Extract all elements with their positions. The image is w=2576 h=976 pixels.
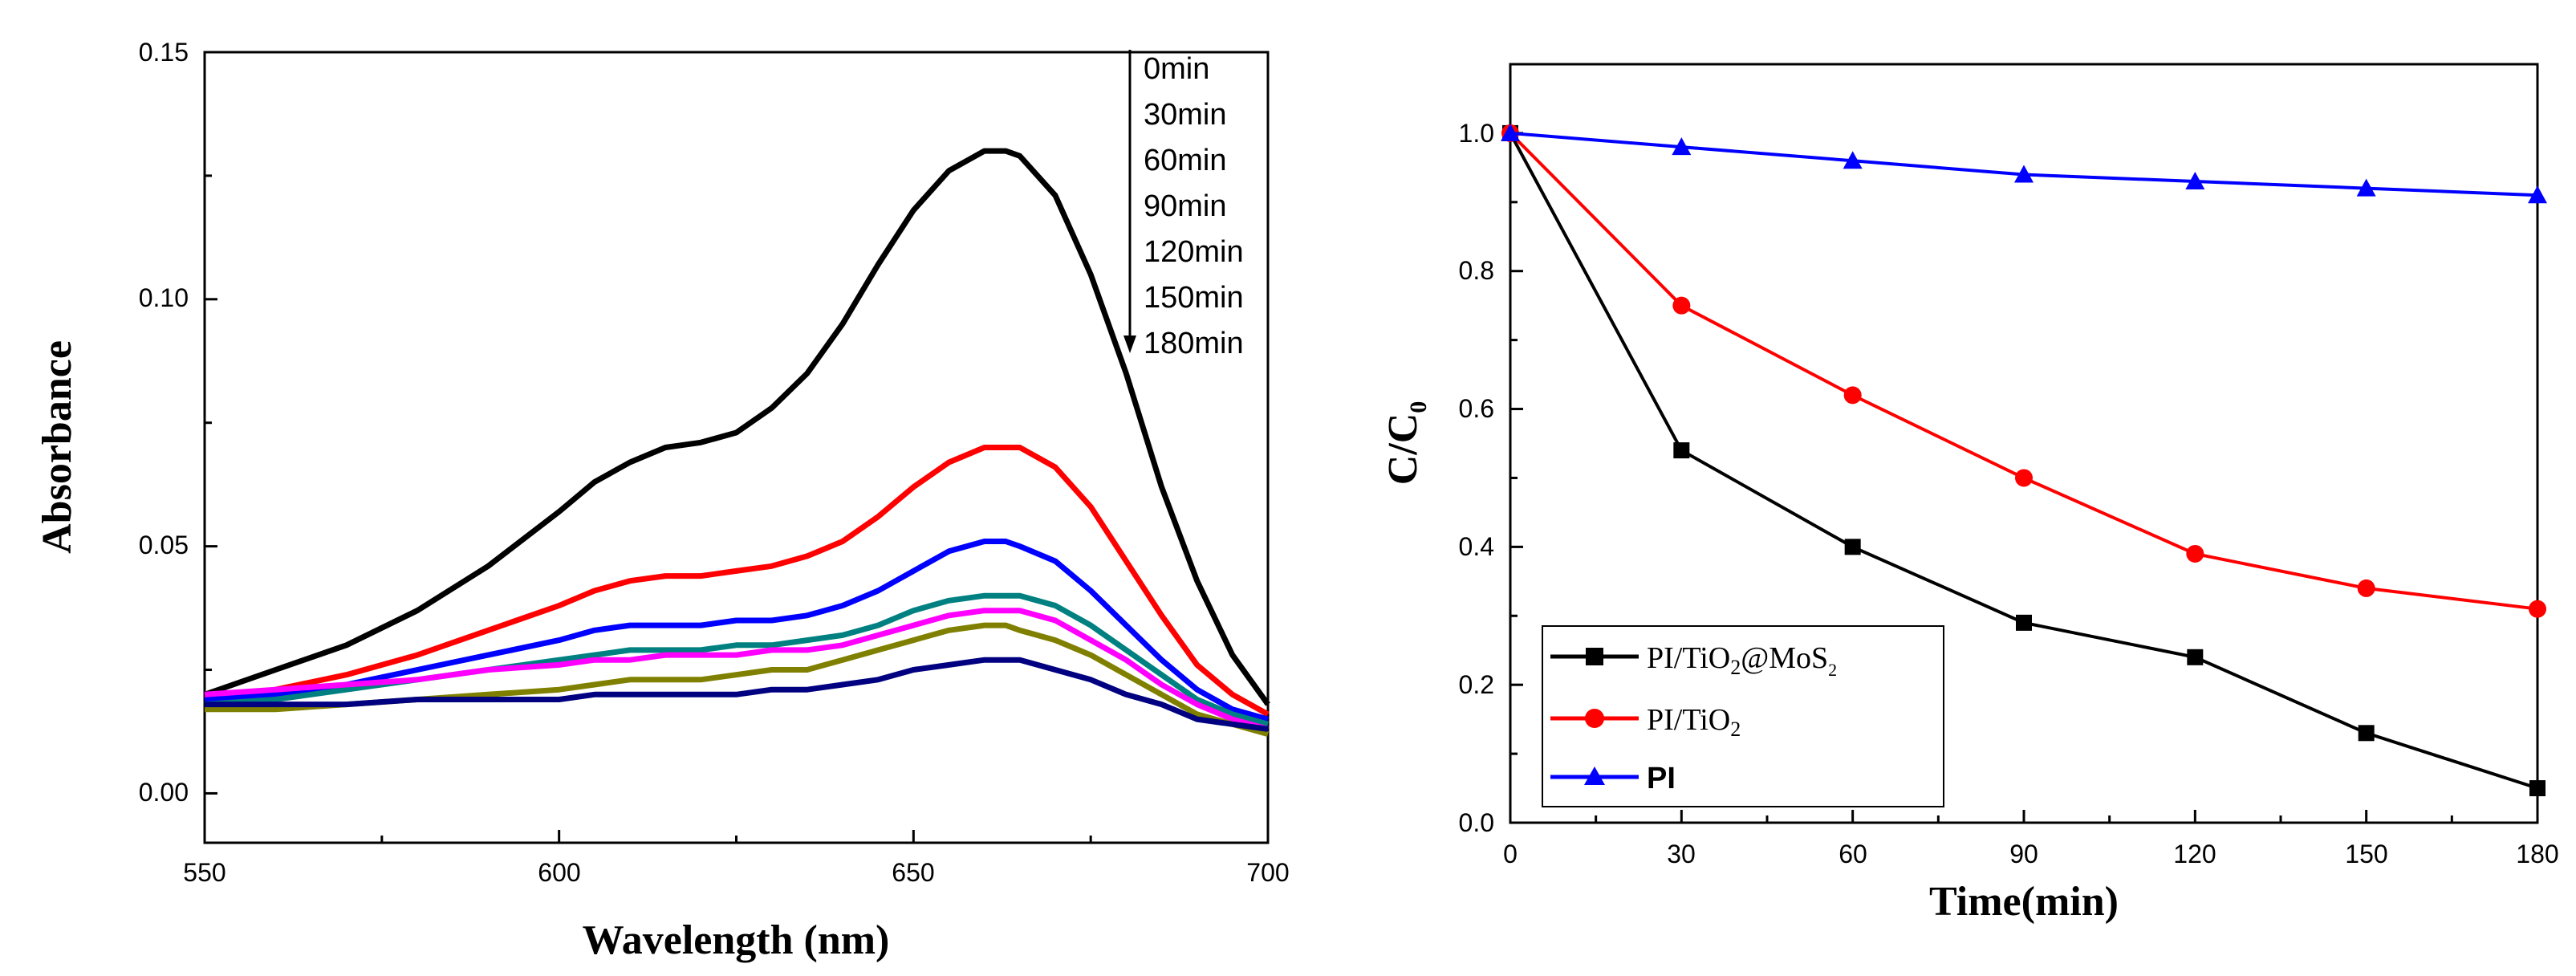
series-line-0min xyxy=(203,148,1270,706)
marker-pi-tio2-mos2-30 xyxy=(1673,442,1690,459)
x-tick-label-120: 120 xyxy=(2173,840,2216,868)
x-tick-label-0: 0 xyxy=(1503,840,1518,868)
legend-label-pi-tio2-mos2-base: PI/TiO xyxy=(1647,641,1730,675)
y-tick-label-0.6: 0.6 xyxy=(1459,394,1494,423)
marker-pi-150 xyxy=(2356,178,2376,197)
legend-entry-30min: 30min xyxy=(1144,98,1227,132)
x-axis-title: Time(min) xyxy=(1929,879,2119,925)
x-tick-label-90: 90 xyxy=(2009,840,2038,868)
absorbance-axis-ticks xyxy=(203,51,1270,843)
marker-pi-tio2-mos2-120 xyxy=(2187,649,2204,665)
y-tick-label-0.00: 0.00 xyxy=(139,778,189,807)
y-tick-label-0.0: 0.0 xyxy=(1459,808,1494,837)
marker-pi-tio2-mos2-150 xyxy=(2358,725,2375,742)
series-line-150min xyxy=(205,622,1269,737)
marker-pi-tio2-30 xyxy=(1672,296,1691,315)
marker-pi-tio2-mos2-60 xyxy=(1844,539,1861,555)
legend-label-pi: PI xyxy=(1647,762,1676,795)
x-tick-label-30: 30 xyxy=(1667,840,1696,868)
degradation-chart: 0 30 60 90 120 150 180 0.0 0.2 0.4 0.6 0… xyxy=(1380,63,2559,925)
marker-pi-tio2-180 xyxy=(2529,600,2546,618)
legend-label-pi-tio2: PI/TiO2 xyxy=(1647,703,1741,741)
legend-label-pi-tio2-mos2-suffix: @MoS xyxy=(1741,641,1828,675)
x-axis-title: Wavelength (nm) xyxy=(583,917,890,963)
y-tick-label-1.0: 1.0 xyxy=(1459,119,1494,148)
legend-entry-180min: 180min xyxy=(1144,327,1244,360)
time-legend: 0min 30min 60min 90min 120min 150min 180… xyxy=(1123,50,1244,360)
y-axis-title-main: C/C xyxy=(1380,413,1426,486)
legend-label-pi-tio2-sub: 2 xyxy=(1730,718,1741,741)
marker-pi-90 xyxy=(2014,165,2034,183)
x-tick-label-550: 550 xyxy=(183,858,226,887)
x-tick-label-650: 650 xyxy=(892,858,934,887)
marker-pi-60 xyxy=(1843,151,1863,169)
y-axis-title-subscript: 0 xyxy=(1405,401,1432,413)
y-tick-label-0.15: 0.15 xyxy=(139,38,189,67)
marker-pi-tio2-120 xyxy=(2186,544,2204,563)
degradation-series-group xyxy=(1501,123,2547,797)
y-tick-label-0.10: 0.10 xyxy=(139,283,189,312)
y-axis-title: Absorbance xyxy=(35,340,80,554)
series-legend: PI/TiO2@MoS2 PI/TiO2 PI xyxy=(1542,625,1944,807)
absorbance-chart: 550 600 650 700 0.00 0.05 0.10 0.15 Wave… xyxy=(35,38,1290,963)
legend-entry-150min: 150min xyxy=(1144,281,1244,315)
legend-entry-90min: 90min xyxy=(1144,189,1227,223)
legend-label-pi-tio2-base: PI/TiO xyxy=(1647,703,1730,737)
marker-pi-tio2-150 xyxy=(2357,579,2375,597)
x-tick-label-150: 150 xyxy=(2345,840,2387,868)
series-line-120min xyxy=(204,608,1269,732)
series-line-60min xyxy=(204,539,1269,722)
legend-label-pi-tio2-mos2-sub: 2 xyxy=(1730,656,1741,679)
legend-label-pi-tio2-mos2-suffix-sub: 2 xyxy=(1828,660,1837,680)
y-tick-label-0.2: 0.2 xyxy=(1459,670,1494,699)
legend-entry-0min: 0min xyxy=(1144,52,1209,86)
legend-label-pi-tio2-mos2: PI/TiO2@MoS2 xyxy=(1647,641,1837,680)
marker-pi-120 xyxy=(2185,172,2205,190)
y-tick-label-0.8: 0.8 xyxy=(1459,256,1494,285)
legend-arrow-head xyxy=(1123,336,1136,353)
x-tick-label-700: 700 xyxy=(1246,858,1289,887)
marker-pi-tio2-90 xyxy=(2015,469,2033,487)
marker-pi-0 xyxy=(1501,123,1520,141)
absorbance-series-group xyxy=(203,148,1270,737)
marker-pi-30 xyxy=(1672,137,1692,156)
y-tick-label-0.05: 0.05 xyxy=(139,531,189,559)
marker-pi-tio2-mos2-180 xyxy=(2529,780,2546,797)
legend-marker-circle xyxy=(1585,709,1604,728)
series-line-30min xyxy=(204,445,1270,717)
marker-pi-180 xyxy=(2528,185,2547,204)
x-tick-label-60: 60 xyxy=(1839,840,1867,868)
legend-marker-triangle xyxy=(1584,767,1605,785)
y-axis-title: C/C0 xyxy=(1380,401,1432,486)
series-line-180min xyxy=(205,657,1269,732)
marker-pi-tio2-mos2-90 xyxy=(2016,614,2032,631)
x-tick-label-600: 600 xyxy=(538,858,580,887)
legend-entry-120min: 120min xyxy=(1144,235,1244,269)
marker-pi-tio2-60 xyxy=(1843,386,1862,405)
x-tick-label-180: 180 xyxy=(2516,840,2558,868)
legend-marker-square xyxy=(1586,648,1603,665)
legend-entry-60min: 60min xyxy=(1144,144,1227,177)
y-tick-label-0.4: 0.4 xyxy=(1459,532,1494,561)
